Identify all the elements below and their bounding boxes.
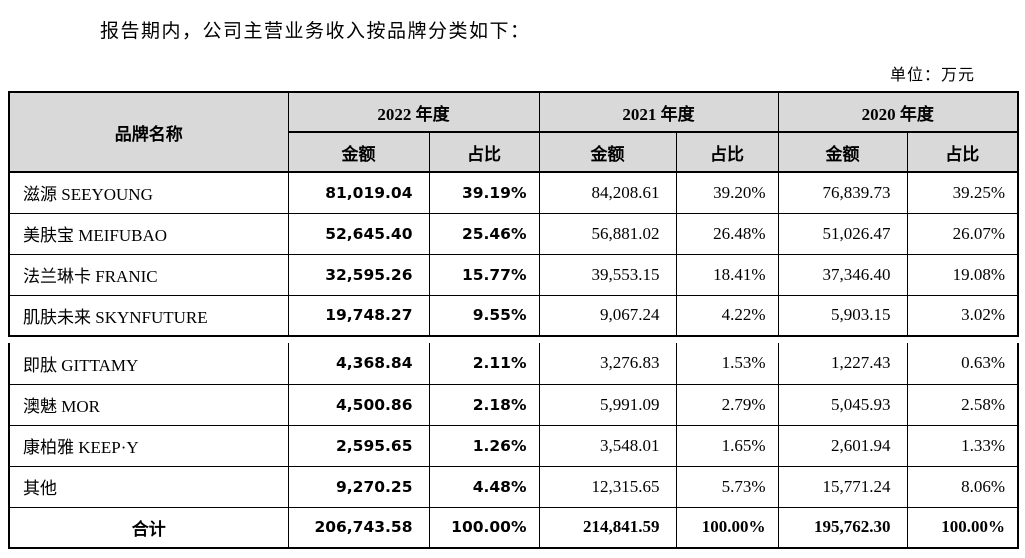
amount-cell-2021: 12,315.65: [538, 465, 677, 508]
ratio-cell-2021: 5.73%: [675, 465, 779, 508]
total-ratio-cell-2021: 100.00%: [675, 506, 779, 549]
brand-name-cell: 肌肤未来 SKYNFUTURE: [8, 294, 289, 337]
amount-cell-2020: 2,601.94: [777, 424, 908, 467]
ratio-header-2021: 占比: [675, 131, 779, 173]
ratio-cell-2021: 39.20%: [675, 171, 779, 214]
amount-cell-2021: 56,881.02: [538, 212, 677, 255]
ratio-cell-2020: 19.08%: [906, 253, 1019, 296]
ratio-cell-2022: 2.11%: [428, 343, 540, 385]
amount-cell-2022: 9,270.25: [287, 465, 430, 508]
table-row: 肌肤未来 SKYNFUTURE 19,748.27 9.55% 9,067.24…: [8, 294, 1019, 337]
amount-cell-2021: 39,553.15: [538, 253, 677, 296]
ratio-cell-2020: 0.63%: [906, 343, 1019, 385]
amount-cell-2021: 84,208.61: [538, 171, 677, 214]
table-row: 澳魅 MOR 4,500.86 2.18% 5,991.09 2.79% 5,0…: [8, 383, 1019, 426]
ratio-cell-2021: 2.79%: [675, 383, 779, 426]
ratio-cell-2022: 39.19%: [428, 171, 540, 214]
total-amount-cell-2021: 214,841.59: [538, 506, 677, 549]
amount-cell-2022: 2,595.65: [287, 424, 430, 467]
ratio-cell-2021: 4.22%: [675, 294, 779, 337]
revenue-table-section-2: 即肽 GITTAMY 4,368.84 2.11% 3,276.83 1.53%…: [8, 343, 1019, 549]
ratio-cell-2022: 25.46%: [428, 212, 540, 255]
ratio-cell-2021: 1.53%: [675, 343, 779, 385]
ratio-cell-2020: 1.33%: [906, 424, 1019, 467]
amount-cell-2020: 1,227.43: [777, 343, 908, 385]
total-ratio-cell-2020: 100.00%: [906, 506, 1019, 549]
unit-label: 单位：万元: [889, 67, 975, 84]
amount-cell-2020: 76,839.73: [777, 171, 908, 214]
brand-name-cell: 美肤宝 MEIFUBAO: [8, 212, 289, 255]
brand-name-cell: 法兰琳卡 FRANIC: [8, 253, 289, 296]
brand-name-cell: 康柏雅 KEEP·Y: [8, 424, 289, 467]
brand-name-cell: 滋源 SEEYOUNG: [8, 171, 289, 214]
ratio-cell-2022: 15.77%: [428, 253, 540, 296]
ratio-header-2022: 占比: [428, 131, 540, 173]
total-amount-cell-2022: 206,743.58: [287, 506, 430, 549]
ratio-cell-2022: 1.26%: [428, 424, 540, 467]
amount-cell-2021: 5,991.09: [538, 383, 677, 426]
amount-cell-2022: 32,595.26: [287, 253, 430, 296]
brand-name-cell: 其他: [8, 465, 289, 508]
amount-header-2022: 金额: [287, 131, 430, 173]
ratio-cell-2022: 9.55%: [428, 294, 540, 337]
amount-cell-2020: 51,026.47: [777, 212, 908, 255]
header-year-row: 品牌名称 2022 年度 2021 年度 2020 年度: [8, 91, 1019, 173]
brand-name-cell: 澳魅 MOR: [8, 383, 289, 426]
ratio-cell-2020: 8.06%: [906, 465, 1019, 508]
table-row: 滋源 SEEYOUNG 81,019.04 39.19% 84,208.61 3…: [8, 171, 1019, 214]
header-sub-row: 金额 占比 金额 占比 金额 占比: [9, 131, 1019, 173]
amount-cell-2022: 81,019.04: [287, 171, 430, 214]
table-row: 美肤宝 MEIFUBAO 52,645.40 25.46% 56,881.02 …: [8, 212, 1019, 255]
amount-header-2021: 金额: [538, 131, 677, 173]
year-2022-header: 2022 年度: [287, 91, 540, 133]
amount-header-2020: 金额: [777, 131, 908, 173]
total-row: 合计 206,743.58 100.00% 214,841.59 100.00%…: [8, 506, 1019, 549]
brand-column-header: 品牌名称: [8, 91, 289, 173]
amount-cell-2022: 52,645.40: [287, 212, 430, 255]
amount-cell-2020: 5,903.15: [777, 294, 908, 337]
ratio-cell-2022: 4.48%: [428, 465, 540, 508]
brand-name-cell: 即肽 GITTAMY: [8, 343, 289, 385]
amount-cell-2020: 15,771.24: [777, 465, 908, 508]
amount-cell-2021: 3,548.01: [538, 424, 677, 467]
revenue-table-section-1: 品牌名称 2022 年度 2021 年度 2020 年度 金额 占比 金额 占比…: [8, 91, 1019, 337]
amount-cell-2021: 3,276.83: [538, 343, 677, 385]
amount-cell-2021: 9,067.24: [538, 294, 677, 337]
ratio-cell-2020: 26.07%: [906, 212, 1019, 255]
ratio-cell-2020: 3.02%: [906, 294, 1019, 337]
year-2020-header: 2020 年度: [777, 91, 1019, 133]
total-ratio-cell-2022: 100.00%: [428, 506, 540, 549]
ratio-cell-2021: 26.48%: [675, 212, 779, 255]
amount-cell-2022: 19,748.27: [287, 294, 430, 337]
total-label-cell: 合计: [8, 506, 289, 549]
table-row: 其他 9,270.25 4.48% 12,315.65 5.73% 15,771…: [8, 465, 1019, 508]
amount-cell-2020: 5,045.93: [777, 383, 908, 426]
revenue-by-brand-table: 品牌名称 2022 年度 2021 年度 2020 年度 金额 占比 金额 占比…: [8, 91, 1019, 549]
table-row: 即肽 GITTAMY 4,368.84 2.11% 3,276.83 1.53%…: [8, 343, 1019, 385]
ratio-cell-2020: 2.58%: [906, 383, 1019, 426]
ratio-cell-2022: 2.18%: [428, 383, 540, 426]
amount-cell-2020: 37,346.40: [777, 253, 908, 296]
amount-cell-2022: 4,368.84: [287, 343, 430, 385]
table-row: 法兰琳卡 FRANIC 32,595.26 15.77% 39,553.15 1…: [8, 253, 1019, 296]
ratio-header-2020: 占比: [906, 131, 1019, 173]
ratio-cell-2021: 1.65%: [675, 424, 779, 467]
ratio-cell-2021: 18.41%: [675, 253, 779, 296]
ratio-cell-2020: 39.25%: [906, 171, 1019, 214]
total-amount-cell-2020: 195,762.30: [777, 506, 908, 549]
year-2021-header: 2021 年度: [538, 91, 779, 133]
amount-cell-2022: 4,500.86: [287, 383, 430, 426]
intro-text: 报告期内，公司主营业务收入按品牌分类如下：: [100, 21, 531, 42]
table-row: 康柏雅 KEEP·Y 2,595.65 1.26% 3,548.01 1.65%…: [8, 424, 1019, 467]
